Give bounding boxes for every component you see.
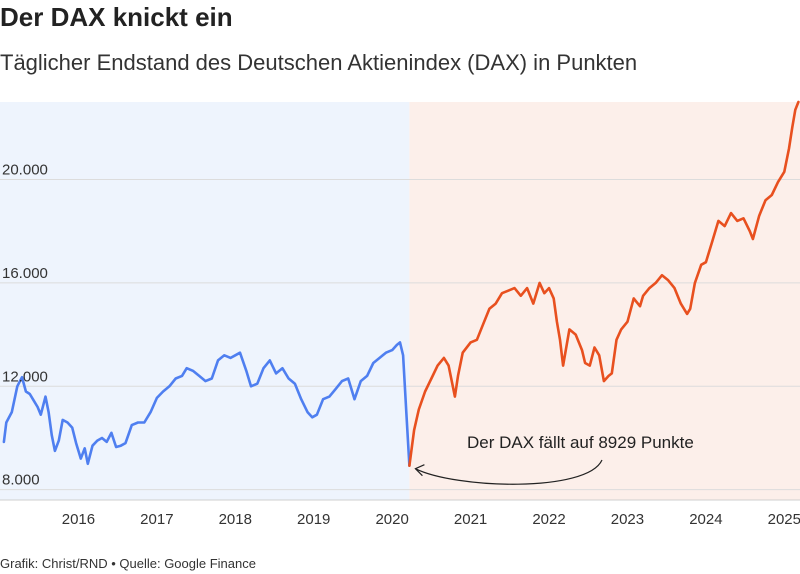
x-tick-label: 2017 <box>140 511 173 528</box>
x-tick-label: 2021 <box>454 511 487 528</box>
y-tick-label: 12.000 <box>2 368 48 385</box>
chart-title: Der DAX knickt ein <box>0 2 233 32</box>
series-line-0 <box>2 341 411 467</box>
x-tick-label: 2024 <box>689 511 722 528</box>
x-tick-label: 2018 <box>219 511 252 528</box>
gridlines <box>0 179 800 501</box>
x-tick-label: 2025 <box>768 511 800 528</box>
x-tick-label: 2019 <box>297 511 330 528</box>
chart-subtitle: Täglicher Endstand des Deutschen Aktieni… <box>0 50 638 75</box>
annotation-arrowhead <box>414 464 425 477</box>
band-0 <box>0 102 410 500</box>
x-axis-ticks: 2016 2017 2018 2019 2020 2021 2022 2023 2024 2025 <box>62 511 800 528</box>
series-lines <box>2 100 800 467</box>
source-credit: Grafik: Christ/RND • Quelle: Google Fina… <box>0 556 256 571</box>
annotation-label: Der DAX fällt auf 8929 Punkte <box>467 433 694 452</box>
period-bands <box>0 102 800 500</box>
annotation-arrow <box>415 459 603 485</box>
y-axis-ticks: 8.000 12.000 16.000 20.000 <box>2 162 48 489</box>
y-tick-label: 8.000 <box>2 472 40 489</box>
band-1 <box>409 102 800 500</box>
series-line-1 <box>408 100 800 467</box>
x-tick-label: 2022 <box>532 511 565 528</box>
y-tick-label: 20.000 <box>2 162 48 179</box>
x-tick-label: 2020 <box>375 511 408 528</box>
x-tick-label: 2016 <box>62 511 95 528</box>
annotation: Der DAX fällt auf 8929 Punkte <box>414 433 694 485</box>
x-tick-label: 2023 <box>611 511 644 528</box>
y-tick-label: 16.000 <box>2 265 48 282</box>
